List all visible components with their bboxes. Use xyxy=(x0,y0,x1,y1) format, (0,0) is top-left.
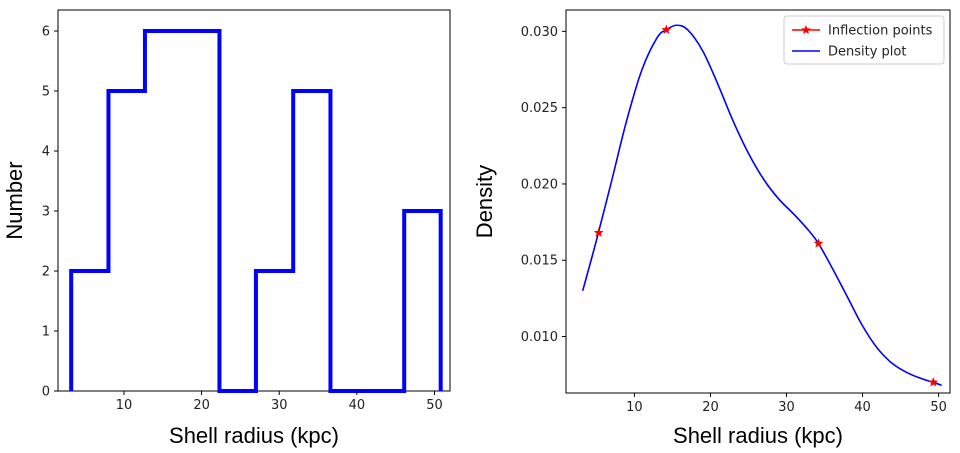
y-tick-label: 0.010 xyxy=(521,330,558,345)
x-tick-label: 50 xyxy=(426,398,443,413)
histogram-bar xyxy=(182,31,219,391)
density-y-axis-label: Density xyxy=(472,165,497,238)
inflection-point xyxy=(593,227,604,237)
density-x-axis-label: Shell radius (kpc) xyxy=(673,423,843,448)
inflection-point xyxy=(661,24,672,35)
y-tick-label: 6 xyxy=(42,25,50,40)
density-x-ticks: 10 20 30 40 50 xyxy=(626,393,947,415)
inflection-point xyxy=(813,238,824,248)
x-tick-label: 30 xyxy=(271,398,288,413)
x-tick-label: 50 xyxy=(930,400,947,415)
x-tick-label: 40 xyxy=(854,400,871,415)
x-tick-label: 30 xyxy=(778,400,795,415)
legend: Inflection points Density plot xyxy=(783,15,945,65)
y-tick-label: 0.015 xyxy=(521,254,558,269)
y-tick-label: 2 xyxy=(42,265,50,280)
inflection-point xyxy=(928,377,939,387)
x-tick-label: 20 xyxy=(702,400,719,415)
y-tick-label: 0.020 xyxy=(521,177,558,192)
histogram-chart: 10 20 30 40 50 0 1 2 3 4 5 6 Shell radius (kpc) Nu… xyxy=(2,9,451,448)
y-tick-label: 5 xyxy=(42,85,50,100)
y-tick-label: 0 xyxy=(42,385,50,400)
y-tick-label: 1 xyxy=(42,325,50,340)
histogram-bar xyxy=(404,211,440,391)
legend-star-icon xyxy=(801,25,811,35)
histogram-bar xyxy=(145,31,182,391)
y-tick-label: 4 xyxy=(42,145,50,160)
y-tick-label: 0.030 xyxy=(521,25,558,40)
histogram-x-ticks: 10 20 30 40 50 xyxy=(116,391,443,413)
histogram-bars xyxy=(69,29,443,393)
x-tick-label: 10 xyxy=(626,400,643,415)
density-plot-frame xyxy=(565,9,951,394)
histogram-x-axis-label: Shell radius (kpc) xyxy=(169,423,339,448)
histogram-bar xyxy=(108,91,144,391)
x-tick-label: 40 xyxy=(349,398,366,413)
histogram-outline xyxy=(69,29,443,393)
histogram-bar xyxy=(71,271,108,391)
y-tick-label: 3 xyxy=(42,205,50,220)
density-line xyxy=(581,24,942,387)
x-tick-label: 10 xyxy=(116,398,133,413)
density-chart: 10 20 30 40 50 0.010 0.015 0.020 0.025 0.030 She… xyxy=(472,9,951,448)
inflection-points xyxy=(593,24,939,387)
legend-box xyxy=(783,15,945,65)
histogram-bar xyxy=(256,271,293,391)
histogram-y-ticks: 0 1 2 3 4 5 6 xyxy=(42,25,58,400)
legend-entry-inflection-points: Inflection points xyxy=(828,24,933,39)
density-y-ticks: 0.010 0.015 0.020 0.025 0.030 xyxy=(521,25,566,345)
histogram-bar xyxy=(293,91,330,391)
x-tick-label: 20 xyxy=(193,398,210,413)
histogram-y-axis-label: Number xyxy=(2,161,27,239)
y-tick-label: 0.025 xyxy=(521,101,558,116)
legend-entry-density-plot: Density plot xyxy=(828,45,906,60)
